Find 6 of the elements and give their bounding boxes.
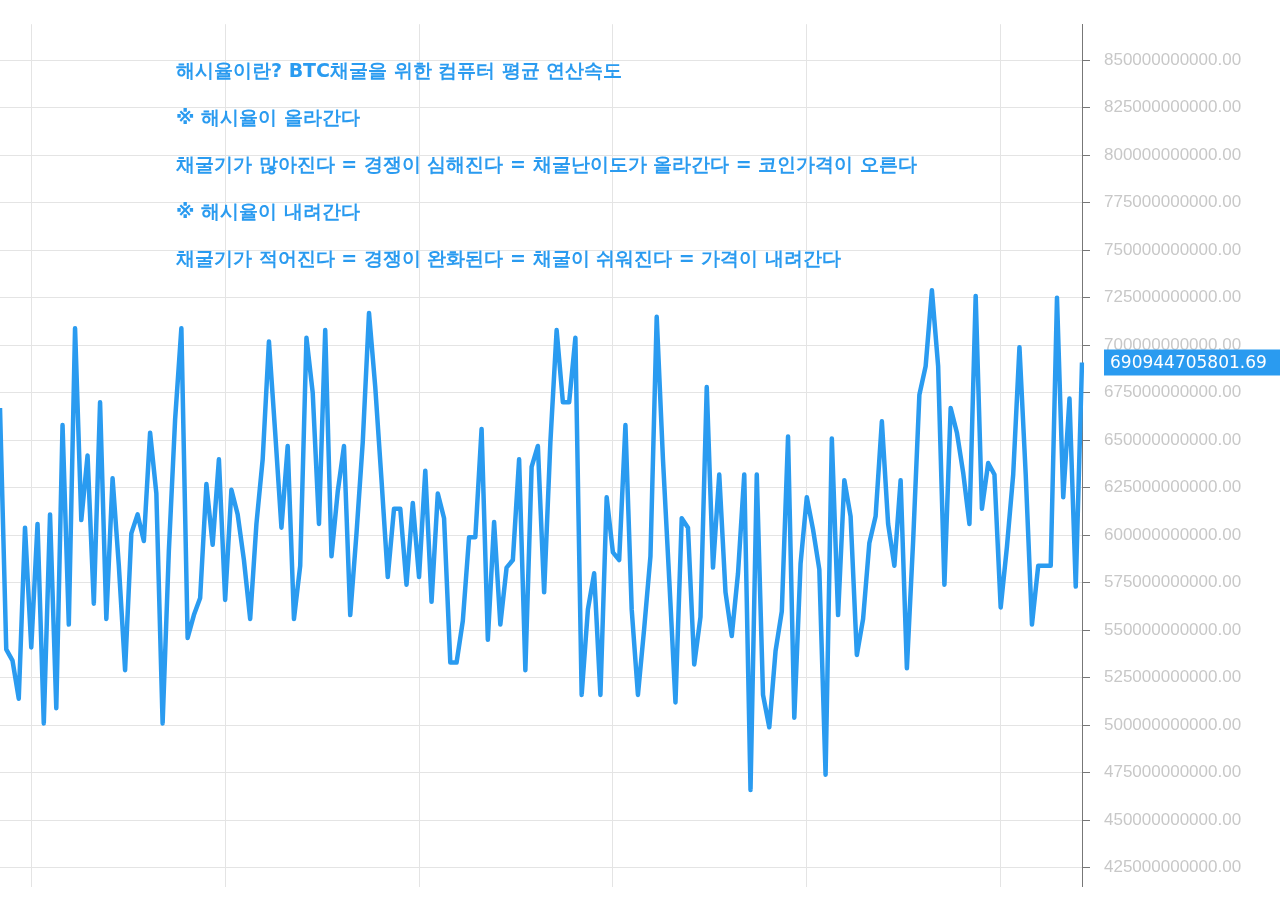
annotation: ※ 해시율이 내려간다 <box>176 199 360 222</box>
annotation: ※ 해시율이 올라간다 <box>176 105 360 128</box>
annotation: 해시율이란? BTC채굴을 위한 컴퓨터 평균 연산속도 <box>176 58 623 81</box>
annotation: 채굴기가 많아진다 = 경쟁이 심해진다 = 채굴난이도가 올라간다 = 코인가격이 오른다 <box>175 152 917 175</box>
annotation: 채굴기가 적어진다 = 경쟁이 완화된다 = 채굴이 쉬워진다 = 가격이 내려간다 <box>175 246 841 269</box>
text: 690944705801.69 <box>1110 351 1267 372</box>
